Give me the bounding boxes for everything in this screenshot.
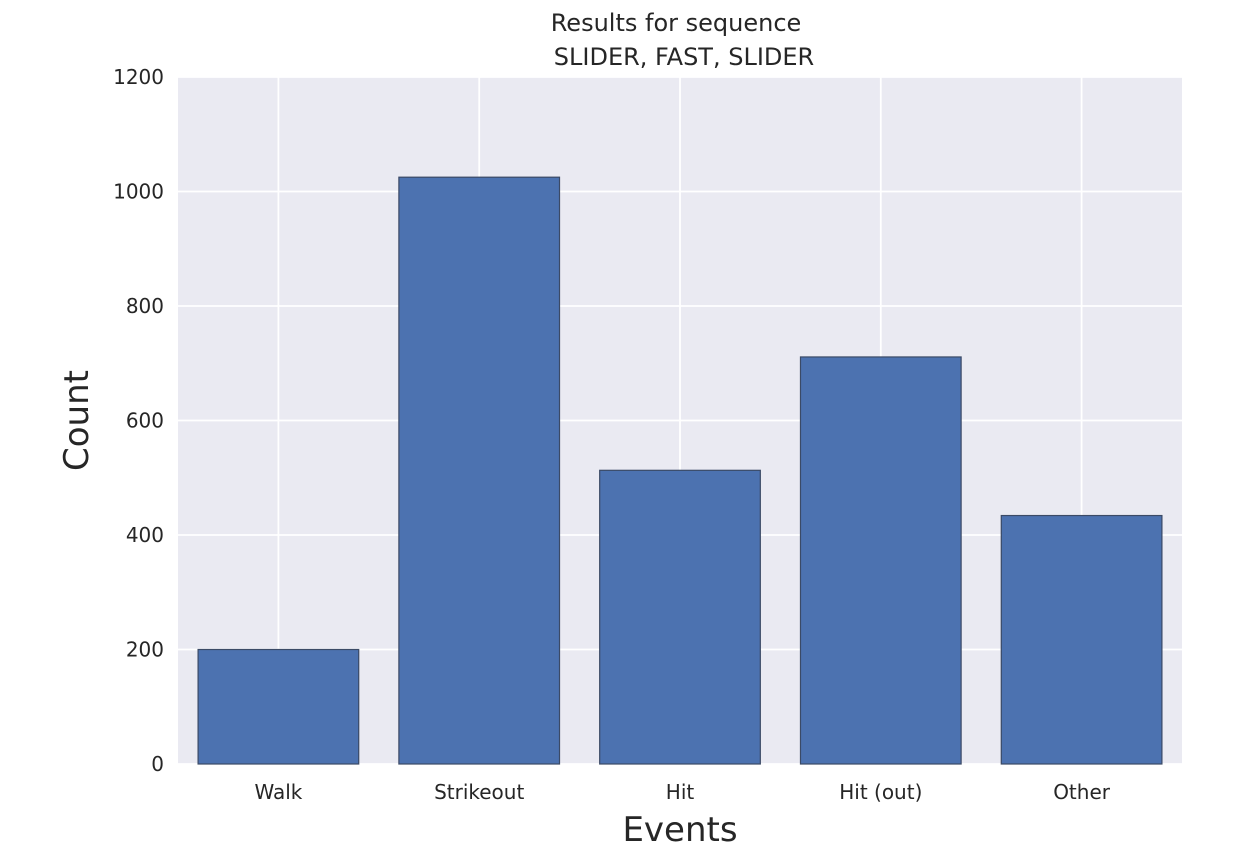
x-axis-label: Events — [622, 810, 737, 850]
x-tick-label: Hit (out) — [839, 780, 922, 804]
bar-walk — [197, 648, 360, 765]
y-axis-ticks: 0 200 400 600 800 1000 1200 — [113, 65, 164, 776]
y-tick-label: 600 — [126, 409, 164, 433]
y-tick-label: 0 — [151, 752, 164, 776]
bar-other — [1000, 514, 1163, 765]
chart-title-line-1: Results for sequence — [551, 9, 802, 37]
x-tick-label: Hit — [666, 780, 695, 804]
y-axis-label: Count — [57, 370, 97, 471]
bars — [197, 176, 1163, 765]
bar-hit-out — [799, 356, 962, 765]
y-tick-label: 1000 — [113, 180, 164, 204]
chart-title-line-2: SLIDER, FAST, SLIDER — [554, 43, 814, 71]
x-tick-label: Other — [1053, 780, 1111, 804]
bar-hit — [599, 469, 761, 765]
x-tick-label: Strikeout — [434, 780, 524, 804]
x-tick-label: Walk — [254, 780, 302, 804]
y-tick-label: 1200 — [113, 65, 164, 89]
y-tick-label: 400 — [126, 523, 164, 547]
bar-strikeout — [398, 176, 561, 765]
y-tick-label: 200 — [126, 638, 164, 662]
y-tick-label: 800 — [126, 294, 164, 318]
x-axis-ticks: Walk Strikeout Hit Hit (out) Other — [254, 780, 1110, 804]
